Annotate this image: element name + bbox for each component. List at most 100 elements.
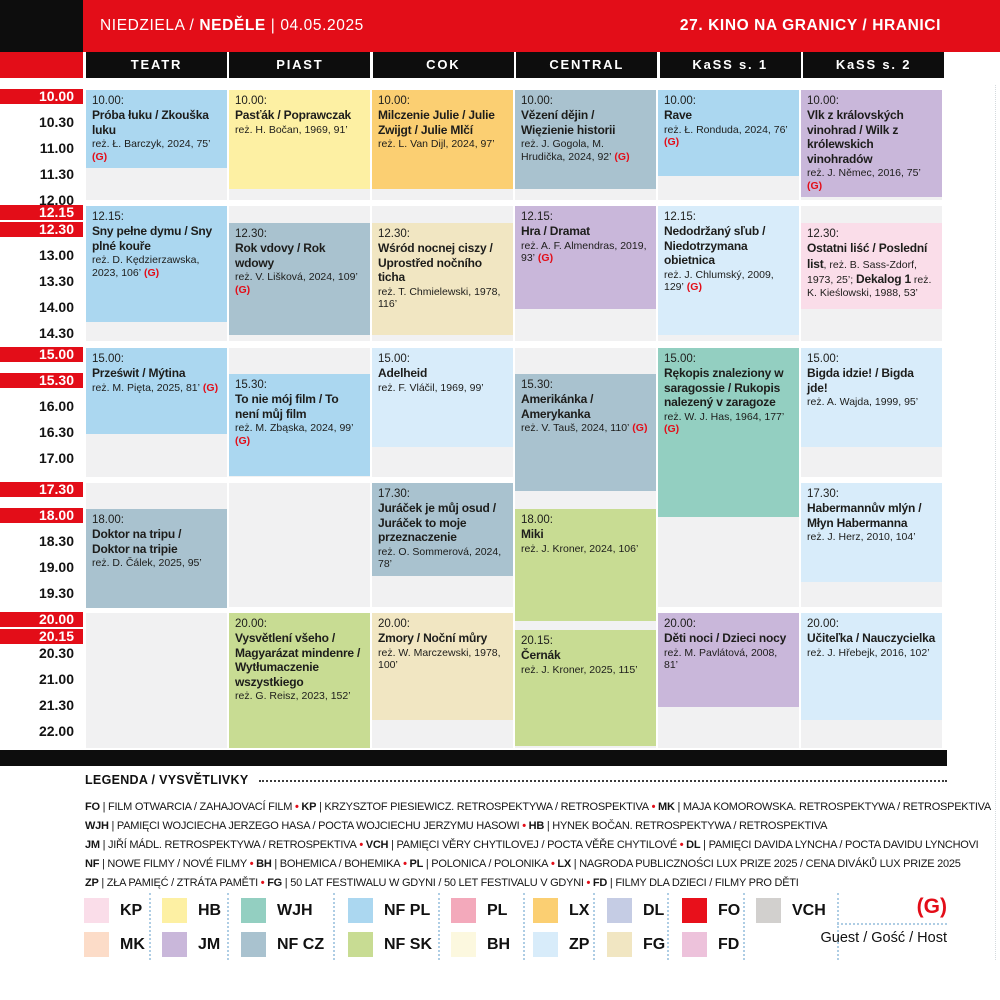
event-credits: reż. M. Pięta, 2025, 81’ (G): [92, 381, 219, 394]
legend-swatch-separator: [227, 893, 229, 960]
guest-dotted-line: [837, 923, 947, 925]
event-start-time: 15.00:: [378, 353, 410, 365]
event-title: Ostatni liść / Poslední list: [807, 241, 928, 271]
legend-swatch-label-fd: FD: [718, 936, 740, 953]
event-start-time: 10.00:: [807, 95, 839, 107]
legend-swatch-label-nf-sk: NF SK: [384, 936, 432, 953]
legend-swatch-dl: [607, 898, 632, 923]
event-title: To nie mój film / To není můj film: [235, 392, 339, 421]
event-block: 15.30: To nie mój film / To není můj film…: [229, 374, 370, 476]
legend-line-1: FO | FILM OTWARCIA / ZAHAJOVACÍ FILM • K…: [85, 801, 992, 813]
legend-swatch-label-zp: ZP: [569, 936, 590, 953]
guest-marker: (G): [141, 266, 160, 279]
event-block: 10.00: Rave reż. Ł. Ronduda, 2024, 76’ (G): [658, 90, 799, 176]
legend-bullet: •: [400, 858, 410, 870]
event-block: 15.00: Prześwit / Mýtina reż. M. Pięta, 20…: [86, 348, 227, 434]
event-credits: reż. D. Čálek, 2025, 95’: [92, 557, 202, 570]
guest-g-label: (G): [916, 895, 947, 918]
guest-marker: (G): [629, 422, 648, 435]
event-title: Adelheid: [378, 366, 428, 381]
venue-header-cok: COK: [372, 52, 514, 78]
legend-tag-MK: MK: [658, 801, 675, 813]
event-start-time: 20.00:: [664, 618, 696, 630]
guest-marker: (G): [535, 252, 554, 265]
event-start-time: 12.15:: [92, 211, 124, 223]
legend-dotted-line: [258, 780, 947, 782]
time-label-16.30: 16.30: [38, 424, 74, 440]
legend-tag-PL: PL: [409, 858, 424, 870]
time-label-13.30: 13.30: [38, 273, 74, 289]
venue-header-kass-s-2: KaSS s. 2: [803, 52, 945, 78]
event-title: Nedodržaný sľub / Niedotrzymana obietnic…: [664, 224, 766, 268]
time-label-18.30: 18.30: [38, 533, 74, 549]
legend-swatch-vch: [756, 898, 781, 923]
guest-marker: (G): [664, 423, 680, 436]
legend-swatch-separator: [837, 893, 839, 960]
event-credits: reż. J. Němec, 2016, 75’ (G): [807, 166, 921, 192]
legend-swatch-lx: [533, 898, 558, 923]
event-title: Prześwit / Mýtina: [92, 366, 186, 381]
event-title: Rok vdovy / Rok wdowy: [235, 241, 326, 270]
event-credits: reż. Ł. Barczyk, 2024, 75’ (G): [92, 138, 211, 163]
event-credits: reż. D. Kędzierzawska, 2023, 106’ (G): [92, 254, 200, 279]
header-day-date: NIEDZIELA / NEDĚLE | 04.05.2025: [83, 17, 364, 35]
legend-tag-KP: KP: [301, 801, 317, 813]
time-label-22.00: 22.00: [38, 723, 74, 739]
event-block: 20.00: Vysvětlení všeho / Magyarázat mind…: [229, 613, 370, 748]
legend-swatch-label-jm: JM: [198, 936, 221, 953]
event-title: Zmory / Noční můry: [378, 631, 488, 646]
legend-bullet: •: [356, 839, 366, 851]
legend-swatch-label-lx: LX: [569, 902, 590, 919]
event-block: 17.30: Juráček je můj osud / Juráček to m…: [372, 483, 513, 576]
event-credits: reż. M. Pavlátová, 2008, 81’: [664, 646, 778, 672]
event-title: Vysvětlení všeho / Magyarázat mindenre /…: [235, 631, 361, 689]
time-label-17.00: 17.00: [38, 450, 74, 466]
legend-swatch-nf-pl: [348, 898, 373, 923]
legend-bullet: •: [292, 801, 302, 813]
grid-bottom-bar: [0, 750, 947, 766]
event-credits: reż. J. Gogola, M. Hrudička, 2024, 92’ (…: [521, 138, 630, 163]
guest-marker: (G): [664, 136, 680, 149]
event-credits: reż. V. Lišková, 2024, 109’ (G): [235, 271, 358, 296]
guest-marker: (G): [611, 150, 630, 163]
event-block: 20.00: Zmory / Noční můry reż. W. Marczews…: [372, 613, 513, 720]
time-label-13.00: 13.00: [38, 247, 74, 263]
event-block: 12.15: Hra / Dramat reż. A. F. Almendras, …: [515, 206, 656, 309]
event-block: 10.00: Milczenie Julie / Julie Zwijgt / J…: [372, 90, 513, 189]
empty-cell-band-col0-s4: [86, 613, 227, 748]
header-left-strip: [0, 52, 83, 78]
venue-header-row: TEATR PIAST COK CENTRAL KaSS s. 1 KaSS s. 2: [86, 52, 945, 78]
event-credits: reż. K. Kieślowski, 1988, 53’: [807, 273, 932, 299]
guest-marker: (G): [235, 434, 251, 447]
event-start-time: 10.00:: [235, 95, 267, 107]
event-block: 10.00: Próba łuku / Zkouška luku reż. Ł. B…: [86, 90, 227, 169]
header-date: | 04.05.2025: [270, 17, 364, 34]
event-credits: reż. J. Herz, 2010, 104’: [807, 531, 916, 544]
legend-swatch-label-mk: MK: [120, 936, 145, 953]
time-label-17.30: 17.30: [0, 482, 83, 497]
day-pl: NIEDZIELA /: [100, 17, 195, 34]
event-block: 18.00: Doktor na tripu / Doktor na tripie…: [86, 509, 227, 608]
event-title: Vlk z královských vinohrad / Wilk z król…: [807, 108, 904, 166]
event-title: Rave: [664, 108, 692, 123]
event-block: 10.00: Vlk z královských vinohrad / Wilk …: [801, 90, 942, 198]
legend-swatch-mk: [84, 932, 109, 957]
legend-swatch-kp: [84, 898, 109, 923]
legend-header: LEGENDA / VYSVĚTLIVKY: [85, 773, 947, 787]
header-corner-block: [0, 0, 83, 52]
event-title: Učiteľka / Nauczycielka: [807, 631, 936, 646]
event-start-time: 17.30:: [807, 488, 839, 500]
event-title: Děti noci / Dzieci nocy: [664, 631, 787, 646]
legend-tag-DL: DL: [686, 839, 701, 851]
event-block: 10.00: Vězení dějin / Więzienie historii r…: [515, 90, 656, 189]
event-block: 15.00: Bigda idzie! / Bigda jde! reż. A. W…: [801, 348, 942, 447]
event-start-time: 12.30:: [807, 228, 839, 240]
legend-line-4: NF | NOWE FILMY / NOVÉ FILMY • BH | BOHE…: [85, 858, 961, 870]
time-label-21.00: 21.00: [38, 671, 74, 687]
legend-swatch-label-vch: VCH: [792, 902, 826, 919]
legend-swatch-separator: [149, 893, 151, 960]
event-credits: , reż. B. Sass-Zdorf, 1973, 25’;: [807, 258, 917, 286]
event-credits: reż. F. Vláčil, 1969, 99’: [378, 381, 484, 394]
venue-header-teatr: TEATR: [86, 52, 227, 78]
event-title: Habermannův mlýn / Młyn Habermanna: [807, 501, 922, 530]
